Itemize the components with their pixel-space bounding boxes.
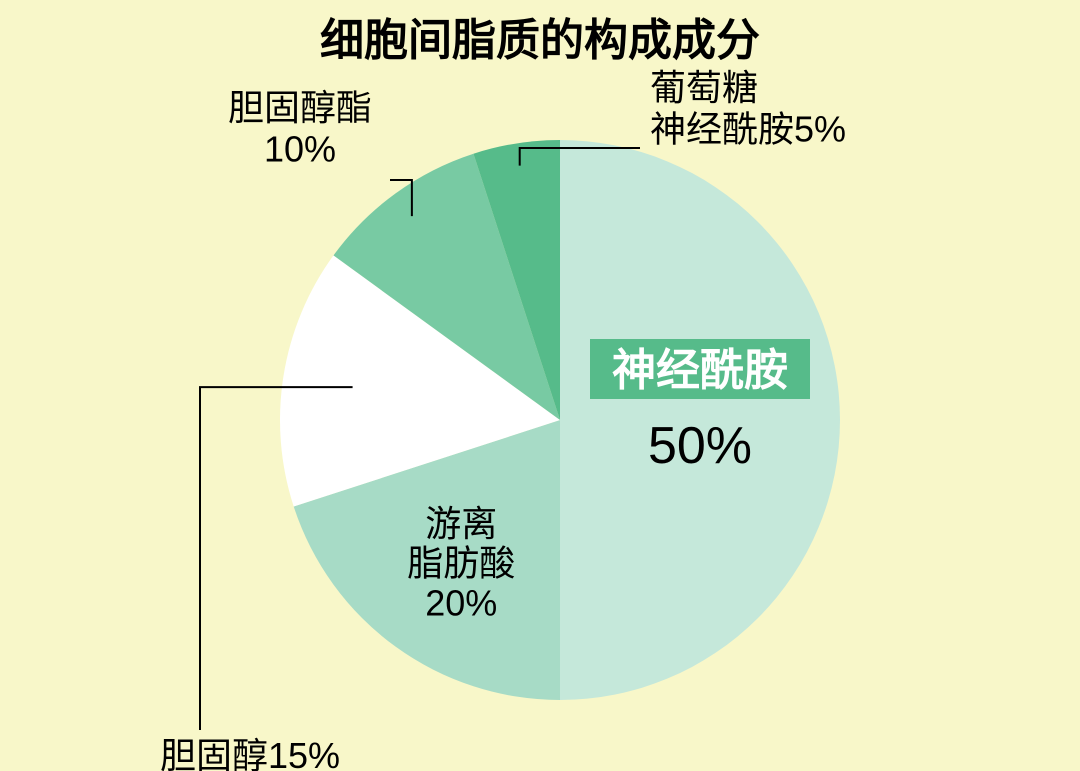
label-cholesterol: 胆固醇15% (160, 735, 340, 771)
ce-line2: 10% (264, 128, 336, 169)
pie-slices (280, 140, 840, 700)
highlight-label: 神经酰胺 (612, 346, 788, 395)
ce-line1: 胆固醇酯 (228, 87, 372, 128)
chart-title: 细胞间脂质的构成成分 (320, 16, 760, 65)
highlight-percent: 50% (648, 417, 752, 475)
ffa-line3: 20% (425, 582, 497, 623)
pie-chart: 细胞间脂质的构成成分 神经酰胺 50% 游离 脂肪酸 20% 胆固醇15% 胆固… (0, 0, 1080, 771)
gc-line2: 神经酰胺5% (650, 108, 846, 149)
gc-line1: 葡萄糖 (650, 67, 758, 108)
ffa-line2: 脂肪酸 (407, 543, 515, 584)
ffa-line1: 游离 (425, 503, 497, 544)
